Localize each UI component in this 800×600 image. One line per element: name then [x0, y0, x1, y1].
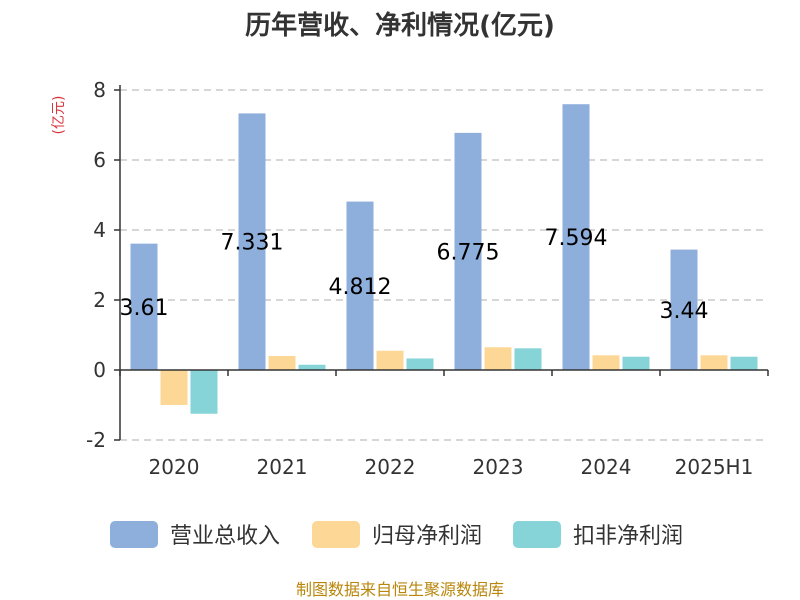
y-tick-label: 0 — [93, 358, 106, 382]
bar-3 — [622, 356, 650, 370]
legend-item[interactable]: 营业总收入 — [110, 521, 280, 549]
y-tick-label: 2 — [93, 288, 106, 312]
bar-1 — [346, 201, 374, 370]
axes: -2 0 2 4 6 8 2020 2021 2022 2023 2024 2025H1 — [86, 78, 769, 479]
legend-swatch — [110, 521, 158, 548]
bar-2 — [160, 370, 188, 405]
grid-lines — [120, 89, 768, 441]
x-tick-label: 2023 — [473, 455, 524, 479]
y-axis-label: (亿元) — [51, 96, 67, 135]
y-tick-label: 6 — [93, 148, 106, 172]
bar-2 — [592, 355, 620, 370]
source-note: 制图数据来自恒生聚源数据库 — [296, 580, 504, 599]
bar-3 — [730, 356, 758, 370]
data-label: 7.594 — [545, 226, 608, 251]
bar-2 — [268, 356, 296, 370]
x-tick-label: 2021 — [257, 455, 308, 479]
legend-label: 扣非净利润 — [573, 524, 683, 549]
legend-label: 归母净利润 — [372, 524, 482, 549]
y-tick-label: -2 — [86, 428, 106, 452]
legend-item[interactable]: 扣非净利润 — [513, 521, 683, 549]
x-tick-label: 2022 — [365, 455, 416, 479]
data-label: 3.61 — [120, 296, 169, 321]
bar-1 — [238, 113, 266, 370]
bar-2 — [700, 355, 728, 370]
bar-1 — [562, 104, 590, 371]
data-label: 3.44 — [660, 299, 709, 324]
legend-swatch — [312, 521, 360, 548]
x-tick-label: 2020 — [149, 455, 200, 479]
bar-2 — [376, 350, 404, 370]
chart-title: 历年营收、净利情况(亿元) — [245, 10, 555, 41]
legend-label: 营业总收入 — [170, 524, 280, 549]
data-label: 7.331 — [221, 231, 284, 256]
y-tick-label: 8 — [93, 78, 106, 102]
bar-3 — [406, 358, 434, 370]
bar-1 — [454, 132, 482, 370]
x-tick-label: 2024 — [581, 455, 632, 479]
bar-3 — [190, 370, 218, 414]
bars — [130, 104, 758, 414]
y-tick-label: 4 — [93, 218, 106, 242]
data-label: 4.812 — [329, 275, 392, 300]
x-tick-label: 2025H1 — [675, 455, 754, 479]
bar-3 — [298, 364, 326, 370]
bar-1 — [130, 243, 158, 370]
data-labels: 3.61 7.331 4.812 6.775 7.594 3.44 — [120, 226, 709, 324]
bar-1 — [670, 249, 698, 370]
legend-swatch — [513, 521, 561, 548]
legend: 营业总收入 归母净利润 扣非净利润 — [110, 521, 683, 549]
data-label: 6.775 — [437, 240, 500, 265]
bar-2 — [484, 347, 512, 370]
bar-3 — [514, 348, 542, 370]
legend-item[interactable]: 归母净利润 — [312, 521, 482, 549]
